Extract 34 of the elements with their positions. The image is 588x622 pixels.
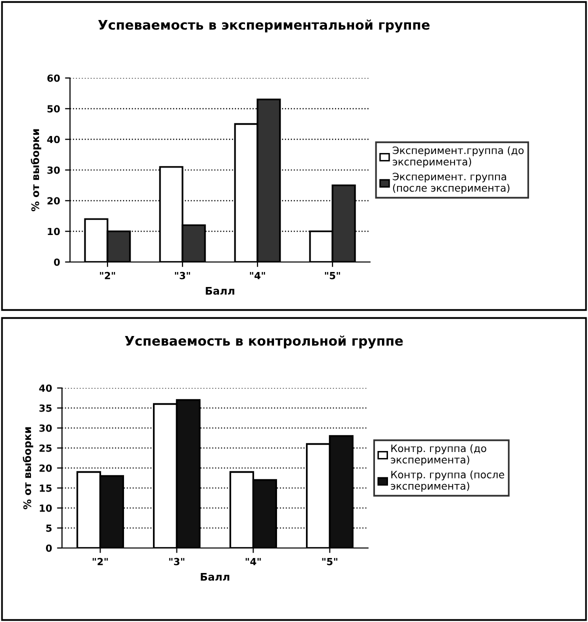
y-tick-label: 0 bbox=[46, 544, 52, 552]
x-tick-label: "3" bbox=[169, 558, 184, 566]
legend-label: Эксперимент.группа (до эксперимента) bbox=[392, 146, 524, 168]
y-axis-title: % от выборки bbox=[30, 129, 42, 212]
chart-title: Успеваемость в экспериментальной группе bbox=[98, 20, 430, 32]
x-tick-label: "4" bbox=[246, 558, 261, 566]
y-tick-label: 40 bbox=[47, 136, 60, 144]
x-tick-label: "5" bbox=[322, 558, 338, 566]
y-tick-label: 60 bbox=[47, 74, 60, 82]
y-tick-label: 5 bbox=[46, 524, 52, 532]
y-tick-label: 40 bbox=[39, 384, 52, 392]
y-tick-label: 15 bbox=[40, 484, 52, 492]
y-tick-label: 10 bbox=[48, 228, 60, 236]
legend-label: Контр. группа (после эксперимента) bbox=[390, 470, 504, 492]
chart-title: Успеваемость в контрольной группе bbox=[124, 336, 403, 348]
x-tick-label: "5" bbox=[324, 272, 340, 280]
y-tick-label: 10 bbox=[40, 504, 52, 512]
x-axis-title: Балл bbox=[200, 573, 230, 581]
y-axis-title: % от выборки bbox=[22, 427, 34, 510]
y-tick-label: 35 bbox=[39, 404, 52, 412]
x-tick-label: "2" bbox=[92, 558, 108, 566]
y-tick-label: 20 bbox=[48, 197, 60, 204]
x-axis-title: Балл bbox=[206, 287, 234, 295]
y-tick-label: 0 bbox=[54, 258, 60, 266]
legend-label: Эксперимент. группа (после эксперимента) bbox=[392, 172, 510, 194]
y-tick-label: 50 bbox=[48, 105, 60, 112]
y-tick-label: 30 bbox=[39, 424, 52, 432]
x-tick-label: "3" bbox=[174, 272, 190, 280]
y-tick-label: 20 bbox=[40, 464, 52, 472]
y-tick-label: 25 bbox=[40, 444, 52, 452]
legend-label: Контр. группа (до эксперимента) bbox=[390, 444, 486, 466]
x-tick-label: "2" bbox=[100, 272, 116, 280]
y-tick-label: 30 bbox=[47, 166, 60, 174]
x-tick-label: "4" bbox=[250, 272, 266, 280]
